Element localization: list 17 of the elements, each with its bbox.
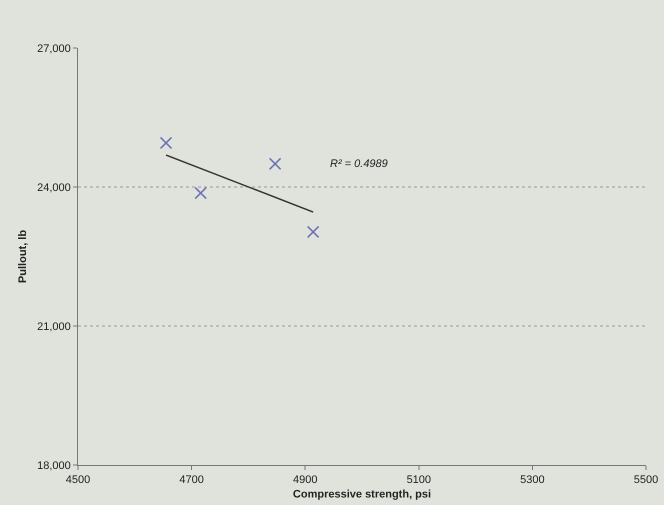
y-tick-label: 27,000 [37,42,71,55]
x-axis-title: Compressive strength, psi [292,488,432,500]
x-tick-label: 5500 [634,474,658,486]
y-axis-title: Pullout, lb [16,230,29,284]
x-tick-label: 5300 [520,474,545,486]
y-tick-label: 18,000 [37,460,71,472]
y-tick-label: 24,000 [37,182,71,194]
x-tick-label: 4700 [179,474,204,486]
x-tick-label: 4500 [66,474,90,486]
point [268,158,282,170]
x-tick-label: 5100 [406,474,432,486]
y-tick-label: 21,000 [37,320,71,333]
point [306,226,320,238]
point [194,186,207,200]
annotation: R² = 0.4989 [330,158,388,170]
point [160,136,172,150]
x-tick-label: 4900 [292,474,318,486]
